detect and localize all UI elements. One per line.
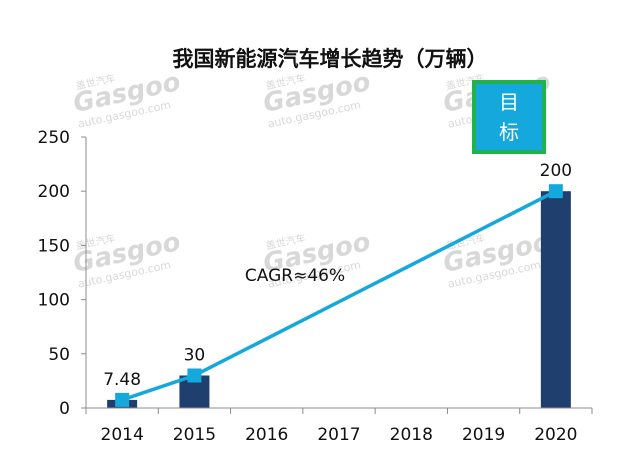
axes: 0 50 100 150 200 250 2014 2015 2016 2017 2018 2019 2…	[38, 128, 593, 445]
x-tick-label: 2020	[534, 425, 577, 445]
trend-marker-2014	[115, 392, 130, 407]
x-tick-label: 2018	[390, 425, 433, 445]
y-tick-label: 250	[38, 128, 70, 148]
trend-line-group	[115, 184, 563, 407]
x-tick-label: 2016	[245, 425, 288, 445]
chart-title: 我国新能源汽车增长趋势（万辆）	[173, 47, 488, 71]
x-tick-label: 2014	[101, 425, 144, 445]
data-label-2020: 200	[540, 161, 572, 181]
y-tick-label: 50	[48, 345, 70, 365]
data-label-2015: 30	[184, 345, 206, 365]
trend-marker-2020	[548, 184, 563, 199]
trend-line	[121, 189, 557, 402]
y-tick-label: 0	[59, 399, 70, 419]
bars	[107, 191, 571, 408]
x-tick-label: 2015	[173, 425, 216, 445]
x-tick-label: 2019	[462, 425, 505, 445]
bar-2020	[540, 191, 571, 408]
y-tick-label: 200	[38, 182, 70, 202]
y-tick-label: 100	[38, 291, 70, 311]
cagr-annotation: CAGR≈46%	[245, 266, 345, 286]
target-label: 目标	[499, 90, 519, 144]
target-box: 目标	[472, 80, 546, 154]
data-label-2014: 7.48	[103, 370, 141, 390]
y-tick-label: 150	[38, 236, 70, 256]
x-tick-label: 2017	[317, 425, 360, 445]
trend-marker-2015	[187, 368, 202, 383]
data-labels: 7.48 30 200	[103, 161, 572, 390]
